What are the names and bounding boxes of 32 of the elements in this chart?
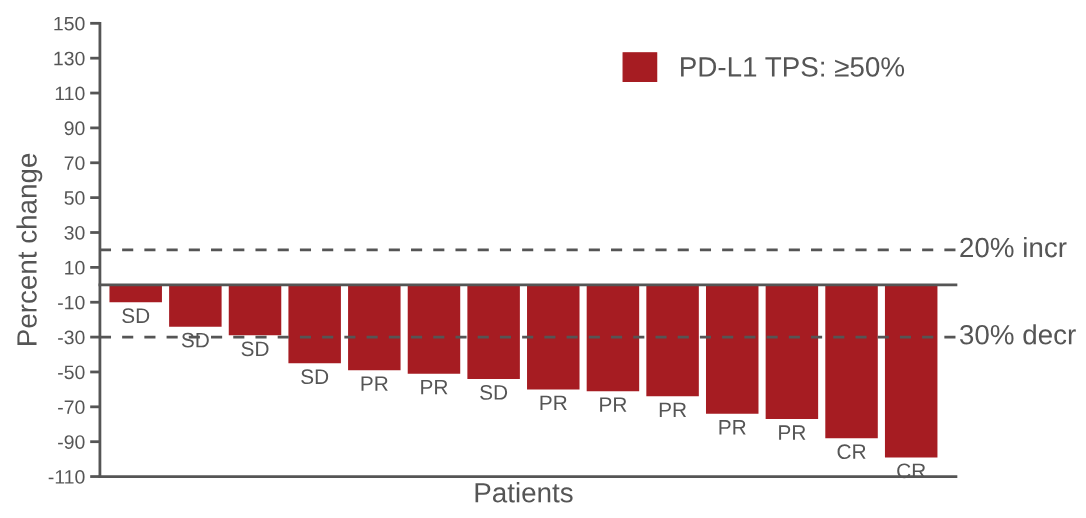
y-tick-label: -30 — [58, 330, 85, 345]
data-label: PR — [421, 380, 448, 395]
data-label: PR — [540, 395, 567, 411]
data-label: PR — [719, 420, 746, 435]
ref-line-label: 30% decr — [959, 324, 1076, 345]
y-tick-label: 150 — [54, 16, 85, 31]
data-label: PR — [659, 402, 687, 418]
x-axis-title: Patients — [475, 482, 573, 503]
legend-label: PD-L1 TPS: ≥50% — [681, 57, 905, 77]
y-tick-label: 10 — [65, 260, 85, 275]
data-label: SD — [301, 369, 329, 385]
y-tick-label: 70 — [64, 156, 85, 171]
y-axis-title: Percent change — [16, 153, 43, 345]
y-tick-label: 130 — [54, 51, 85, 66]
data-label: CR — [837, 444, 866, 460]
ref-line-label: 20% incr — [960, 236, 1067, 258]
data-label: SD — [181, 332, 209, 348]
y-tick-label: 50 — [64, 191, 85, 205]
y-tick-label: 30 — [64, 225, 85, 240]
data-label: PR — [779, 425, 806, 440]
y-tick-label: 90 — [64, 121, 85, 136]
y-tick-label: -90 — [58, 435, 85, 449]
data-label: SD — [480, 385, 508, 400]
y-tick-label: 110 — [55, 86, 85, 101]
data-label: SD — [241, 341, 269, 357]
data-label: PR — [600, 397, 627, 412]
y-tick-label: -10 — [58, 295, 85, 310]
y-tick-label: -50 — [58, 365, 85, 380]
data-label: PR — [361, 376, 388, 391]
y-tick-label: -110 — [48, 470, 85, 484]
data-label: SD — [122, 308, 150, 324]
y-tick-label: -70 — [58, 400, 85, 415]
